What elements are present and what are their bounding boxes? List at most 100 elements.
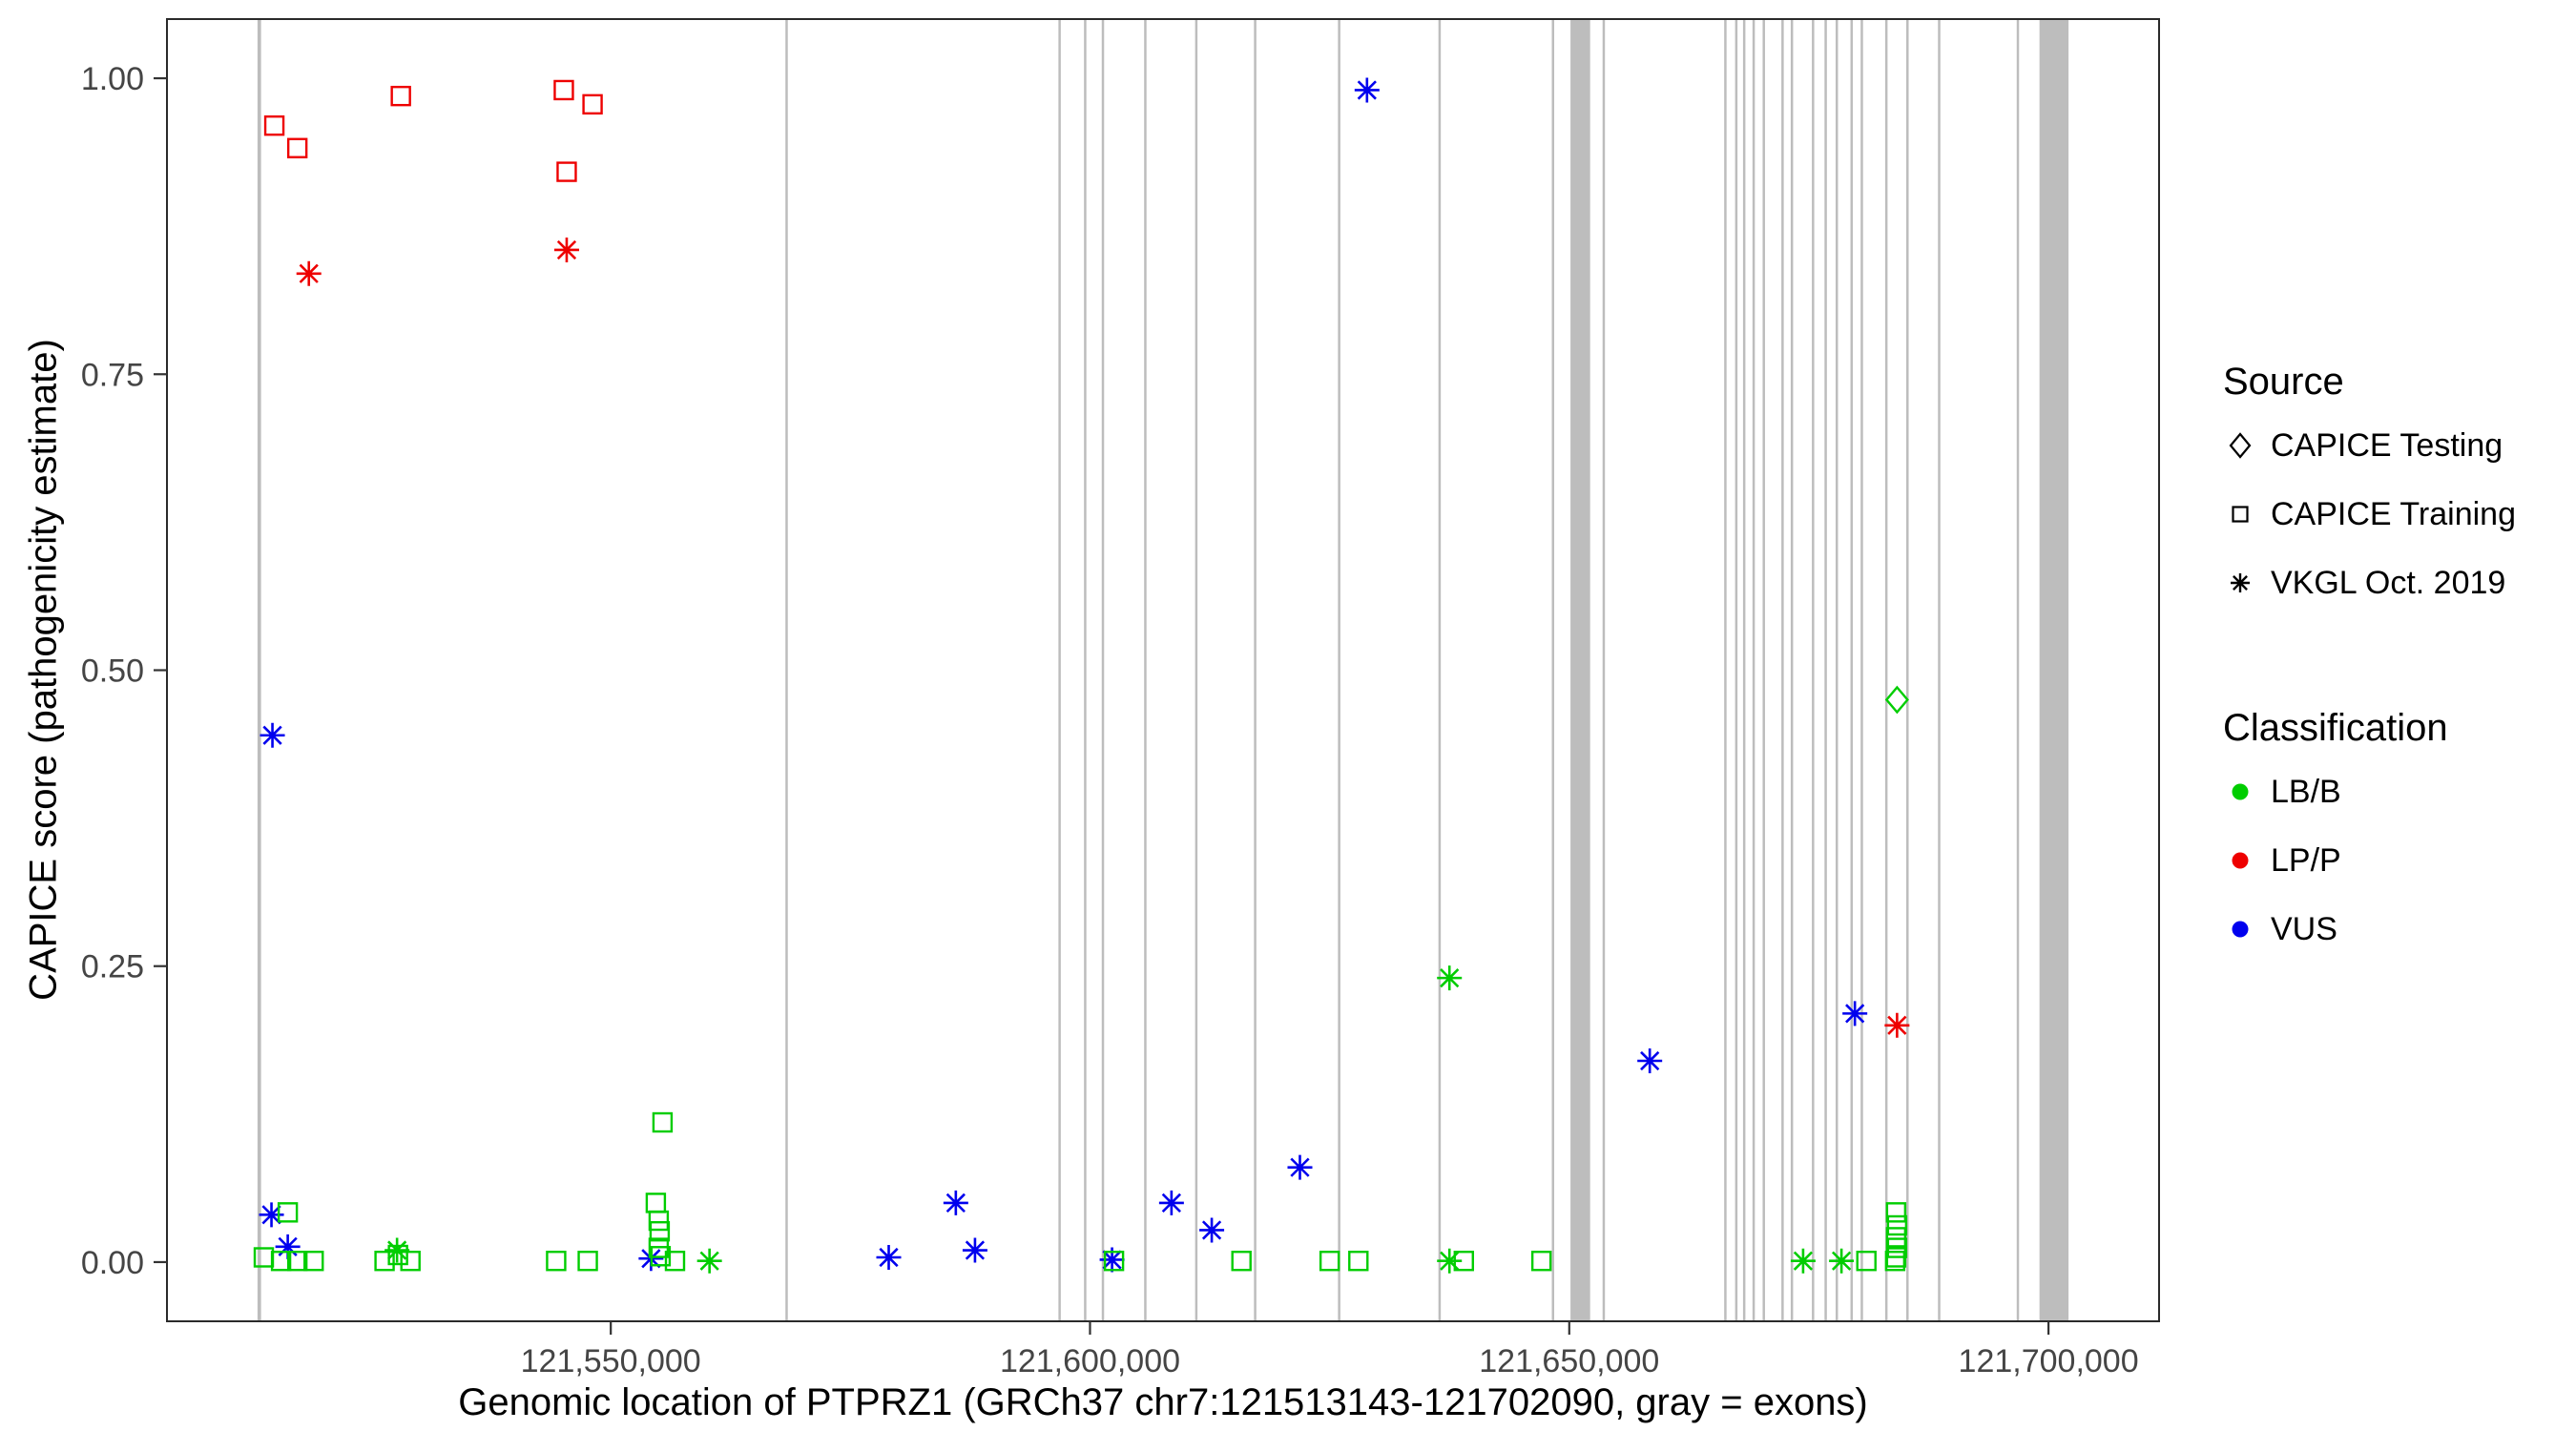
data-point-square — [664, 1251, 686, 1272]
y-tick-label: 0.25 — [81, 949, 144, 985]
data-point-square — [648, 1210, 670, 1232]
exon-bar — [785, 19, 788, 1321]
exon-bar — [2039, 19, 2069, 1321]
data-point-asterisk — [1437, 965, 1463, 991]
data-point-square — [1885, 1202, 1907, 1223]
exon-bar — [1742, 19, 1746, 1321]
data-point-asterisk — [1790, 1248, 1816, 1274]
legend-item-capice-training: CAPICE Training — [2223, 495, 2516, 532]
data-point-square — [649, 1220, 671, 1242]
data-point-square — [263, 114, 285, 136]
legend-item-vus: VUS — [2223, 910, 2516, 947]
series-asterisk-LPP — [296, 237, 1910, 1038]
legend-classification-title: Classification — [2223, 707, 2448, 749]
legend-item-label: LP/P — [2271, 841, 2341, 879]
data-point-asterisk — [1287, 1154, 1313, 1180]
exon-bar — [1254, 19, 1257, 1321]
legend-source-items: CAPICE Testing CAPICE Training VKGL Oct.… — [2223, 427, 2516, 601]
legend-classification-section: Classification LB/B LP/P — [2223, 707, 2516, 947]
y-tick-label: 1.00 — [81, 61, 144, 97]
data-point-square — [1348, 1251, 1369, 1272]
data-point-square — [652, 1111, 674, 1133]
exon-bar — [1338, 19, 1340, 1321]
diamond-icon — [2229, 432, 2252, 459]
data-point-square — [400, 1251, 421, 1272]
legend-source-title: Source — [2223, 361, 2344, 403]
exon-bar — [1835, 19, 1839, 1321]
data-point-square — [286, 137, 308, 158]
data-point-asterisk — [1099, 1247, 1125, 1273]
x-tick-label: 121,650,000 — [1479, 1343, 1659, 1379]
exon-bar — [1724, 19, 1727, 1321]
data-point-diamond — [1884, 685, 1909, 715]
data-point-asterisk — [259, 1202, 284, 1228]
legend-item-vkgl: VKGL Oct. 2019 — [2223, 565, 2516, 601]
y-axis-title: CAPICE score (pathogenicity estimate) — [22, 339, 65, 1001]
exon-bar — [1551, 19, 1554, 1321]
data-point-asterisk — [1842, 1001, 1868, 1027]
exon-bar — [1790, 19, 1794, 1321]
exon-bar — [1884, 19, 1888, 1321]
square-icon — [2232, 506, 2249, 523]
series-asterisk-LBB — [384, 965, 1855, 1274]
legend-classification-items: LB/B LP/P VUS — [2223, 773, 2516, 947]
y-tick-label: 0.50 — [81, 653, 144, 690]
exon-bar — [1781, 19, 1784, 1321]
exon-bar — [257, 19, 261, 1321]
data-point-asterisk — [275, 1234, 301, 1259]
x-tick-label: 121,550,000 — [521, 1343, 701, 1379]
data-point-asterisk — [962, 1237, 987, 1263]
exon-bar — [1735, 19, 1738, 1321]
data-point-square — [1884, 1251, 1906, 1272]
data-point-asterisk — [876, 1244, 902, 1270]
data-point-square — [277, 1202, 299, 1223]
legend-item-label: LB/B — [2271, 773, 2341, 810]
exon-bar — [1812, 19, 1815, 1321]
lbb-dot-icon — [2232, 783, 2249, 800]
data-point-asterisk — [553, 237, 579, 262]
data-point-asterisk — [384, 1237, 410, 1263]
exon-bar — [1850, 19, 1854, 1321]
data-point-asterisk — [696, 1248, 722, 1274]
data-point-square — [582, 93, 603, 115]
data-point-square — [374, 1251, 395, 1272]
data-point-square — [270, 1251, 292, 1272]
exon-bar — [1084, 19, 1087, 1321]
panel-background — [167, 19, 2159, 1321]
data-point-square — [577, 1251, 598, 1272]
series-square-LPP — [263, 79, 603, 182]
series-diamond-LBB — [1884, 685, 1909, 715]
lpp-dot-icon — [2232, 852, 2249, 869]
asterisk-icon — [2231, 573, 2250, 592]
exon-bar — [1762, 19, 1765, 1321]
data-point-square — [1319, 1251, 1340, 1272]
vus-dot-icon — [2232, 921, 2249, 938]
data-point-square — [1885, 1227, 1907, 1248]
data-point-asterisk — [1158, 1190, 1184, 1215]
exon-bar — [1752, 19, 1755, 1321]
legend-item-label: VUS — [2271, 910, 2337, 947]
data-point-asterisk — [1884, 1012, 1910, 1038]
data-point-asterisk — [1637, 1048, 1663, 1073]
exon-bar — [1195, 19, 1198, 1321]
exon-bar — [1144, 19, 1147, 1321]
series-square-LBB — [253, 1111, 1908, 1272]
legend-item-label: CAPICE Training — [2271, 495, 2516, 532]
y-tick-label: 0.00 — [81, 1245, 144, 1281]
data-point-square — [1530, 1251, 1552, 1272]
data-point-square — [286, 1251, 308, 1272]
data-point-square — [303, 1251, 324, 1272]
data-point-square — [1856, 1251, 1877, 1272]
exon-bar — [1602, 19, 1606, 1321]
data-point-square — [553, 79, 574, 101]
data-point-square — [1103, 1251, 1125, 1272]
data-point-asterisk — [296, 260, 322, 286]
legend-item-capice-testing: CAPICE Testing — [2223, 427, 2516, 464]
legend-source-section: Source CAPICE Testing CAPICE Training — [2223, 361, 2516, 601]
data-point-asterisk — [1437, 1248, 1463, 1274]
data-point-square — [556, 161, 577, 182]
data-point-asterisk — [1199, 1217, 1225, 1243]
legend: Source CAPICE Testing CAPICE Training — [2223, 361, 2516, 947]
